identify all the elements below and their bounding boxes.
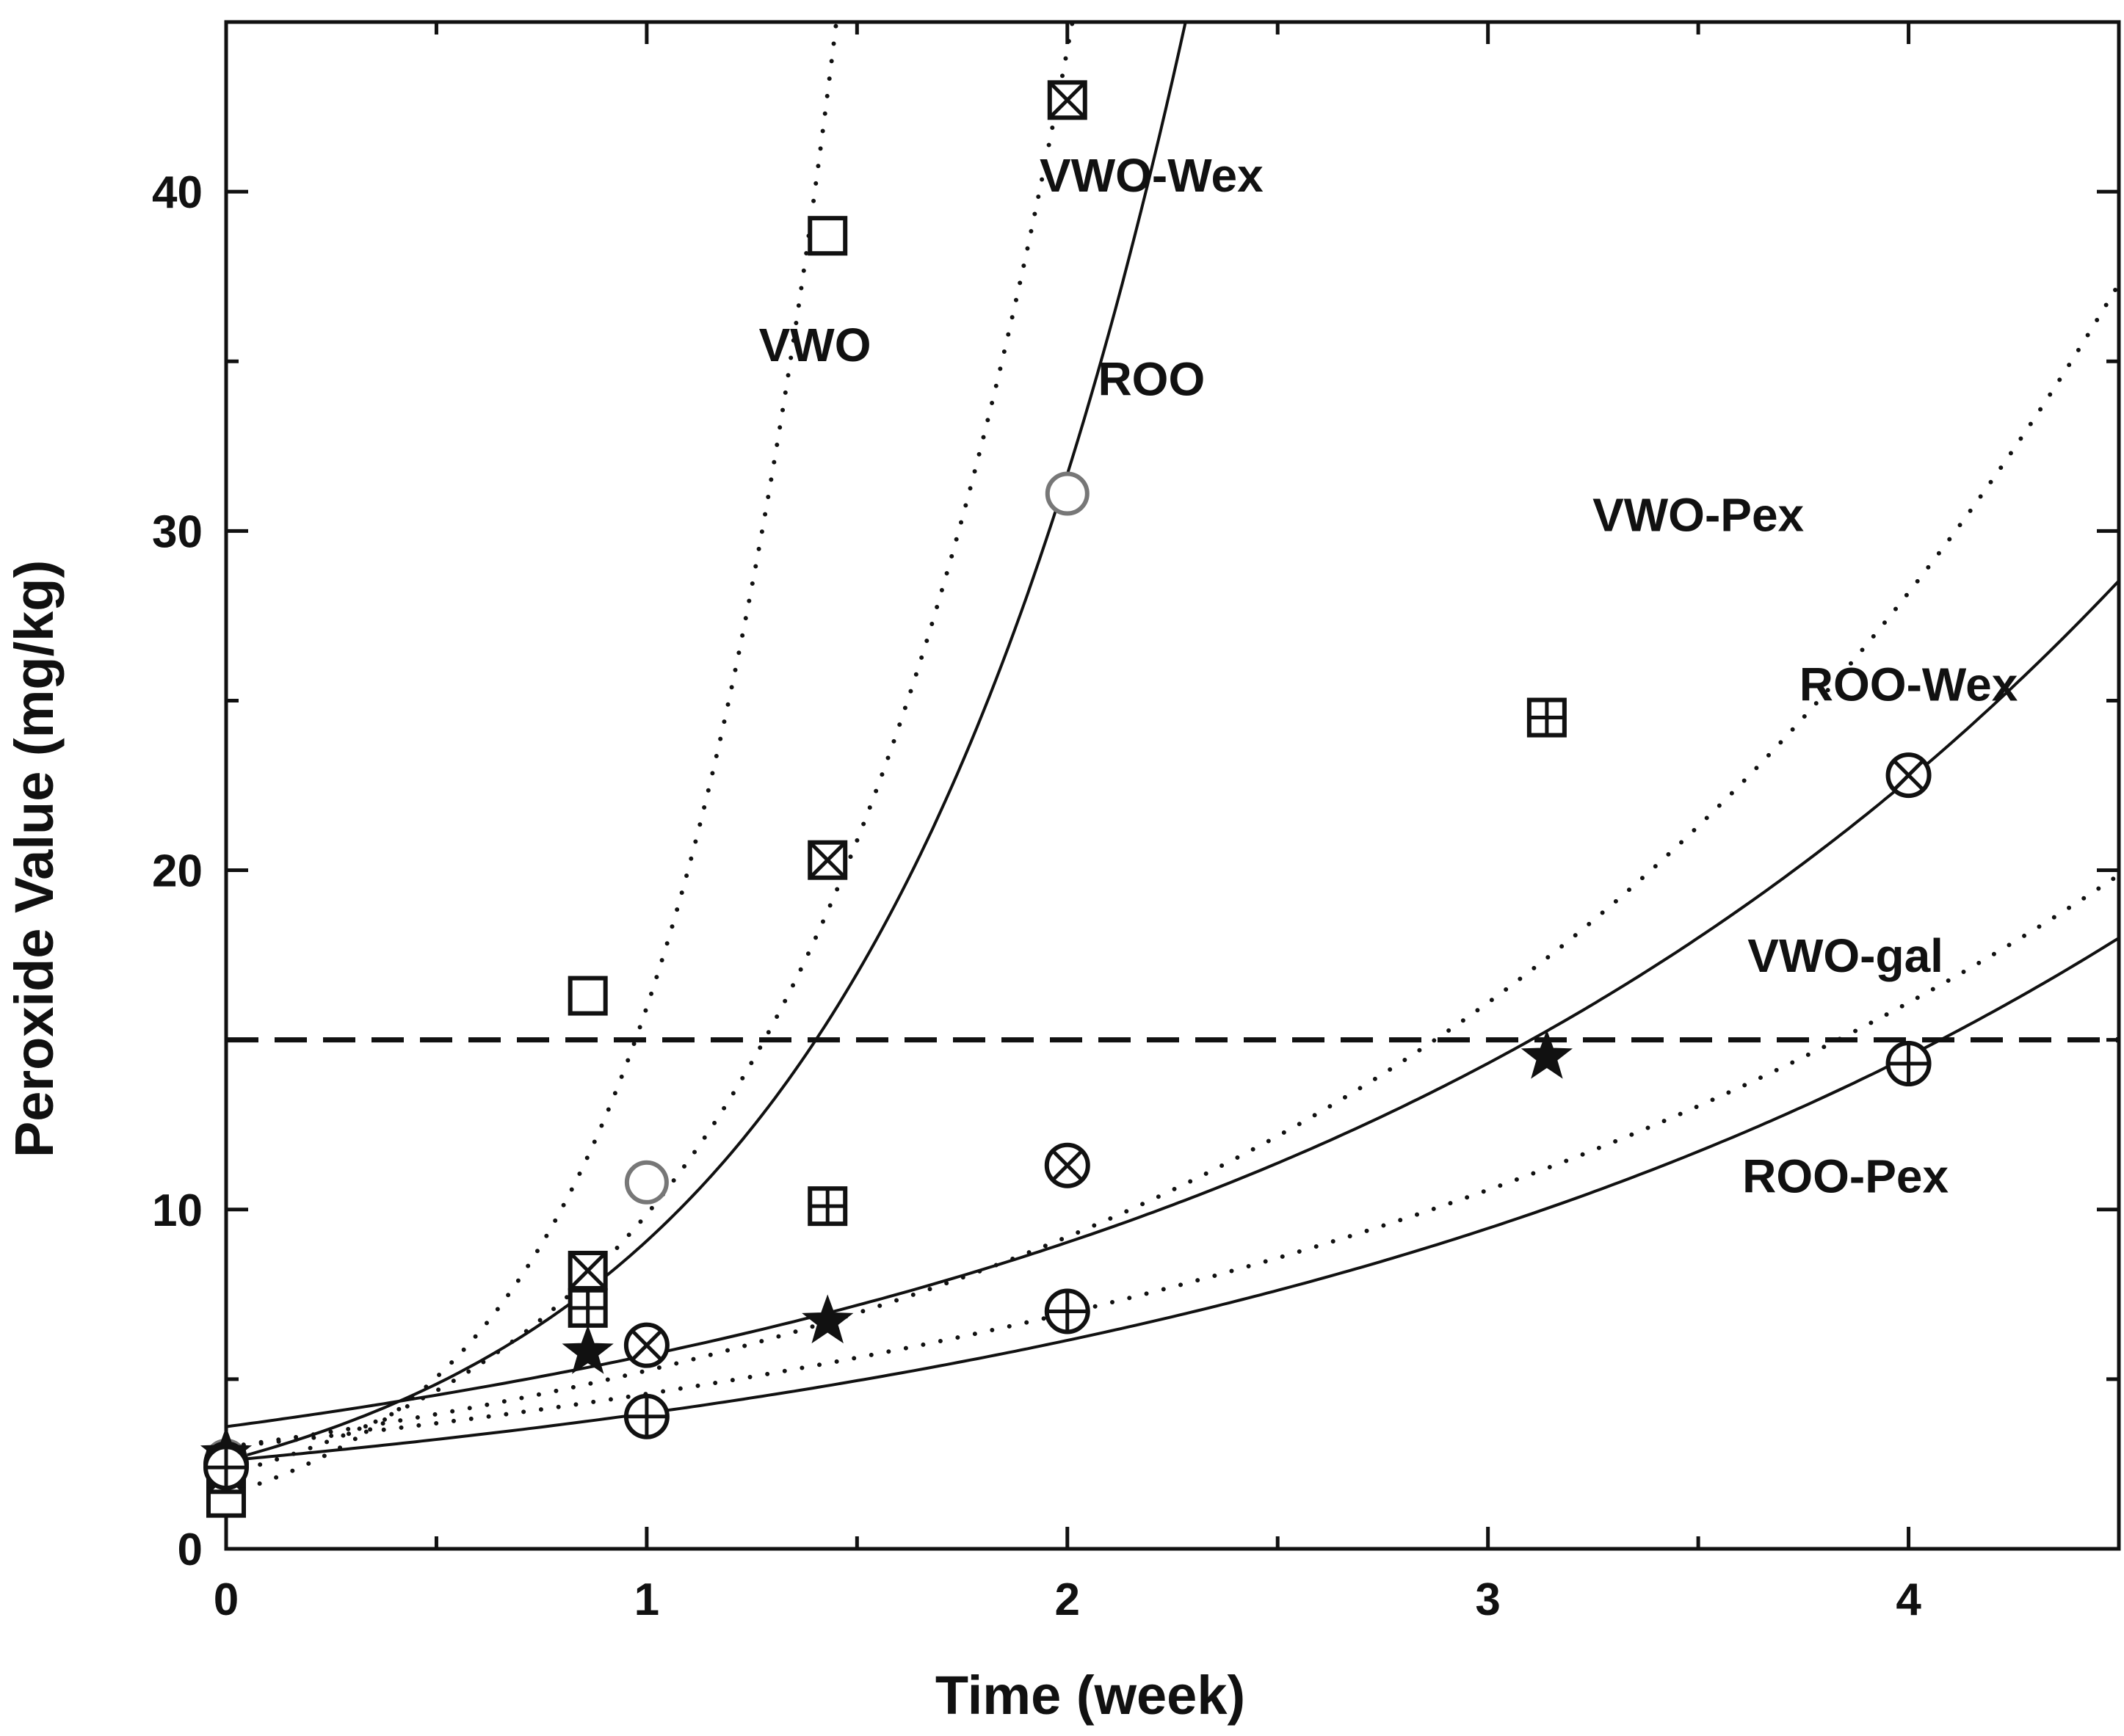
y-tick-label: 30 [152, 506, 203, 557]
data-point-roo-wex [1044, 1142, 1090, 1188]
fit-curve-roo [226, 22, 1187, 1462]
data-point-roo-pex [203, 1445, 249, 1491]
fit-curve-vwo-wex [226, 22, 1075, 1477]
series-label-roo: ROO [1098, 352, 1205, 405]
x-axis-title: Time (week) [935, 1665, 1245, 1726]
data-points-group [200, 80, 1932, 1518]
plot-frame-group [224, 20, 2121, 1551]
fit-curve-vwo-gal [226, 873, 2119, 1450]
series-label-vwo: VWO [759, 319, 871, 371]
series-label-roo-wex: ROO-Wex [1799, 658, 2018, 711]
data-point-vwo-pex [1526, 697, 1567, 738]
fit-curve-vwo [226, 22, 839, 1497]
data-point-roo [1045, 471, 1090, 516]
data-point-roo-pex [1885, 1041, 1932, 1087]
data-point-roo-pex [623, 1393, 670, 1439]
fit-curve-vwo-pex [226, 281, 2119, 1450]
series-label-vwo-pex: VWO-Pex [1592, 488, 1804, 541]
series-label-vwo-gal: VWO-gal [1747, 929, 1943, 982]
data-point-vwo-gal [562, 1324, 614, 1374]
data-point-vwo-pex [568, 1288, 608, 1328]
plot-frame [224, 20, 2121, 1551]
x-tick-label: 4 [1896, 1575, 1921, 1625]
data-point-vwo-gal [1520, 1029, 1573, 1079]
data-point-vwo-wex [1047, 80, 1087, 120]
data-point-vwo-wex [568, 1250, 608, 1290]
fit-curves-group [226, 22, 2119, 1497]
data-point-vwo-pex [808, 1186, 848, 1227]
y-tick-label: 10 [152, 1185, 203, 1236]
y-tick-label: 0 [178, 1525, 203, 1575]
y-tick-label: 20 [152, 846, 203, 897]
series-labels-group: VWO VWO-Wex ROO VWO-Pex ROO-Wex VWO-gal ROO-Pe… [759, 149, 2018, 1203]
data-point-roo-pex [1044, 1288, 1090, 1334]
data-point-vwo [808, 216, 848, 256]
data-point-roo-wex [1885, 752, 1932, 799]
data-point-vwo-wex [808, 840, 848, 880]
data-point-vwo-gal [802, 1294, 854, 1344]
data-point-roo [624, 1160, 669, 1205]
data-point-vwo [568, 976, 608, 1016]
y-axis-title: Peroxide Value (mg/kg) [4, 560, 65, 1158]
x-tick-label: 1 [634, 1575, 659, 1625]
series-label-roo-pex: ROO-Pex [1742, 1150, 1949, 1203]
series-label-vwo-wex: VWO-Wex [1040, 149, 1264, 202]
data-point-roo-wex [623, 1322, 670, 1368]
x-tick-label: 2 [1055, 1575, 1080, 1625]
fit-curve-roo-wex [226, 579, 2119, 1428]
x-tick-label: 3 [1475, 1575, 1500, 1625]
fit-curve-roo-pex [226, 937, 2119, 1462]
x-tick-label: 0 [214, 1575, 239, 1625]
y-tick-label: 40 [152, 167, 203, 218]
